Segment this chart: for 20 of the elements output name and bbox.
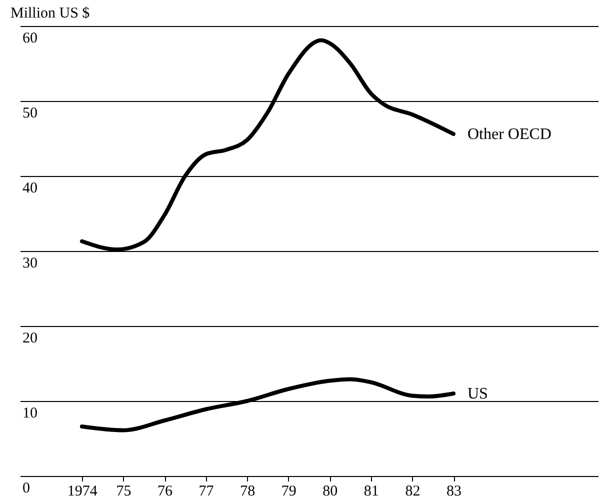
y-axis-title: Million US $ [10, 6, 90, 22]
y-tick-label: 30 [22, 256, 38, 272]
x-tick-label: 75 [116, 484, 132, 500]
y-tick-label: 0 [22, 480, 30, 496]
y-tick-label: 20 [22, 330, 38, 346]
series-label: US [468, 386, 488, 402]
x-tick-label: 82 [405, 484, 420, 500]
x-tick-label: 77 [198, 484, 214, 500]
x-tick-label: 80 [322, 484, 338, 500]
x-tick-label: 81 [364, 484, 379, 500]
x-tick-label: 79 [281, 484, 296, 500]
y-tick-label: 50 [22, 106, 38, 122]
y-tick-label: 10 [22, 406, 38, 422]
y-tick-label: 60 [22, 30, 38, 46]
y-tick-label: 40 [22, 180, 38, 196]
x-tick-label: 1974 [67, 484, 98, 500]
series-label: Other OECD [468, 126, 552, 143]
x-tick-label: 76 [158, 484, 173, 500]
x-tick-label: 78 [240, 484, 256, 500]
x-tick-label: 83 [446, 484, 462, 500]
